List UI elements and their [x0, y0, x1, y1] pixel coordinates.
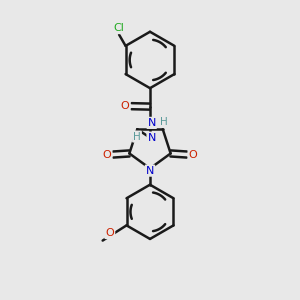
Text: N: N [148, 118, 156, 128]
Text: H: H [160, 117, 167, 127]
Text: N: N [148, 133, 156, 142]
Text: H: H [133, 131, 141, 142]
Text: O: O [103, 149, 111, 160]
Text: N: N [146, 166, 154, 176]
Text: O: O [189, 149, 197, 160]
Text: O: O [121, 101, 129, 111]
Text: Cl: Cl [114, 23, 124, 33]
Text: O: O [105, 228, 114, 238]
